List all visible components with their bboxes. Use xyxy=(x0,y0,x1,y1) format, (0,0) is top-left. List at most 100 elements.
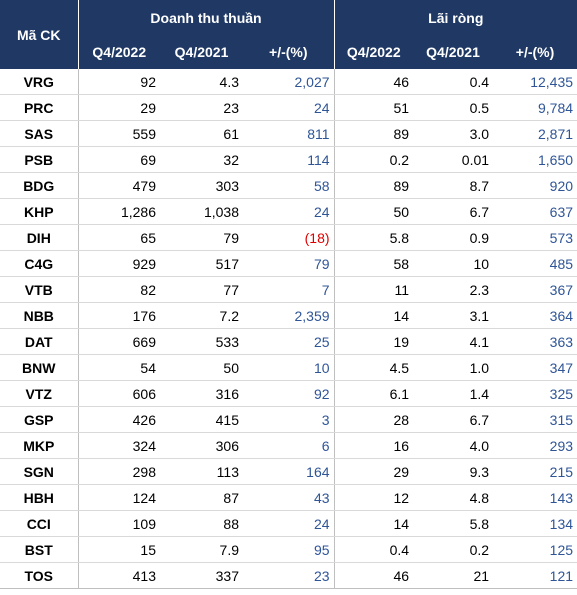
value-cell: 24 xyxy=(243,510,335,537)
value-cell: 24 xyxy=(243,94,335,121)
value-cell: 363 xyxy=(493,328,577,355)
ticker-cell: TOS xyxy=(0,562,79,589)
value-cell: 573 xyxy=(493,224,577,251)
value-cell: 6.7 xyxy=(413,198,494,225)
value-cell: 0.5 xyxy=(413,94,494,121)
value-cell: 82 xyxy=(78,276,160,303)
value-cell: 324 xyxy=(78,432,160,459)
ticker-cell: VRG xyxy=(0,69,79,95)
value-cell: 4.3 xyxy=(160,69,243,95)
value-cell: 43 xyxy=(243,484,335,511)
value-cell: 15 xyxy=(78,536,160,563)
value-cell: 0.2 xyxy=(333,146,414,173)
table-row: VRG 92 4.3 2,027 46 0.4 12,435 xyxy=(0,69,577,95)
value-cell: 14 xyxy=(333,302,414,329)
value-cell: 109 xyxy=(78,510,160,537)
value-cell: 89 xyxy=(333,172,414,199)
table-row: VTB 82 77 7 11 2.3 367 xyxy=(0,276,577,303)
value-cell: 367 xyxy=(493,276,577,303)
value-cell: 61 xyxy=(160,120,243,147)
ticker-cell: GSP xyxy=(0,406,79,433)
value-cell: 298 xyxy=(78,458,160,485)
value-cell: 113 xyxy=(160,458,243,485)
value-cell: 65 xyxy=(78,224,160,251)
value-cell: 293 xyxy=(493,432,577,459)
value-cell: 89 xyxy=(333,120,414,147)
table-row: KHP 1,286 1,038 24 50 6.7 637 xyxy=(0,198,577,225)
value-cell: 28 xyxy=(333,406,414,433)
table-row: PSB 69 32 114 0.2 0.01 1,650 xyxy=(0,146,577,173)
table-row: C4G 929 517 79 58 10 485 xyxy=(0,250,577,277)
value-cell: 4.0 xyxy=(413,432,494,459)
value-cell: 29 xyxy=(333,458,414,485)
value-cell: 23 xyxy=(160,94,243,121)
value-cell: 7.2 xyxy=(160,302,243,329)
value-cell: 415 xyxy=(160,406,243,433)
value-cell: 0.2 xyxy=(413,536,494,563)
value-cell: 12 xyxy=(333,484,414,511)
value-cell: 3 xyxy=(243,406,335,433)
value-cell: 364 xyxy=(493,302,577,329)
value-cell: 54 xyxy=(78,354,160,381)
value-cell: 1.4 xyxy=(413,380,494,407)
value-cell: 77 xyxy=(160,276,243,303)
value-cell: 215 xyxy=(493,458,577,485)
value-cell: 559 xyxy=(78,120,160,147)
value-cell: 2.3 xyxy=(413,276,494,303)
value-cell: 517 xyxy=(160,250,243,277)
column-header: Q4/2022 xyxy=(78,35,160,69)
value-cell: 303 xyxy=(160,172,243,199)
value-cell: 4.1 xyxy=(413,328,494,355)
value-cell: 92 xyxy=(78,69,160,95)
table-row: BDG 479 303 58 89 8.7 920 xyxy=(0,172,577,199)
ticker-cell: BST xyxy=(0,536,79,563)
value-cell: 5.8 xyxy=(413,510,494,537)
value-cell: 413 xyxy=(78,562,160,589)
value-cell: 176 xyxy=(78,302,160,329)
column-header: +/-(%) xyxy=(493,35,577,69)
column-header: +/-(%) xyxy=(243,35,335,69)
value-cell: 79 xyxy=(160,224,243,251)
value-cell: 4.5 xyxy=(333,354,414,381)
value-cell: 124 xyxy=(78,484,160,511)
value-cell: 12,435 xyxy=(493,69,577,95)
ticker-cell: PRC xyxy=(0,94,79,121)
value-cell: 92 xyxy=(243,380,335,407)
value-cell: 7.9 xyxy=(160,536,243,563)
table-row: BST 15 7.9 95 0.4 0.2 125 xyxy=(0,536,577,563)
table-body: VRG 92 4.3 2,027 46 0.4 12,435 PRC 29 23 24 51 0.5 9,… xyxy=(0,69,577,589)
value-cell: 25 xyxy=(243,328,335,355)
value-cell: 58 xyxy=(333,250,414,277)
value-cell: 1,286 xyxy=(78,198,160,225)
value-cell: 69 xyxy=(78,146,160,173)
value-cell: 32 xyxy=(160,146,243,173)
value-cell: 164 xyxy=(243,458,335,485)
table-row: GSP 426 415 3 28 6.7 315 xyxy=(0,406,577,433)
table-row: DAT 669 533 25 19 4.1 363 xyxy=(0,328,577,355)
table-row: PRC 29 23 24 51 0.5 9,784 xyxy=(0,94,577,121)
value-cell: 88 xyxy=(160,510,243,537)
value-cell: 16 xyxy=(333,432,414,459)
value-cell: 134 xyxy=(493,510,577,537)
value-cell: 87 xyxy=(160,484,243,511)
value-cell: 51 xyxy=(333,94,414,121)
table-row: DIH 65 79 (18) 5.8 0.9 573 xyxy=(0,224,577,251)
header-code: Mã CK xyxy=(0,0,79,69)
value-cell: 21 xyxy=(413,562,494,589)
table-row: SGN 298 113 164 29 9.3 215 xyxy=(0,458,577,485)
value-cell: 14 xyxy=(333,510,414,537)
ticker-cell: SAS xyxy=(0,120,79,147)
value-cell: (18) xyxy=(243,224,335,251)
ticker-cell: HBH xyxy=(0,484,79,511)
value-cell: 1,650 xyxy=(493,146,577,173)
ticker-cell: DAT xyxy=(0,328,79,355)
value-cell: 50 xyxy=(333,198,414,225)
value-cell: 337 xyxy=(160,562,243,589)
value-cell: 0.01 xyxy=(413,146,494,173)
ticker-cell: KHP xyxy=(0,198,79,225)
value-cell: 316 xyxy=(160,380,243,407)
value-cell: 2,871 xyxy=(493,120,577,147)
value-cell: 533 xyxy=(160,328,243,355)
value-cell: 121 xyxy=(493,562,577,589)
